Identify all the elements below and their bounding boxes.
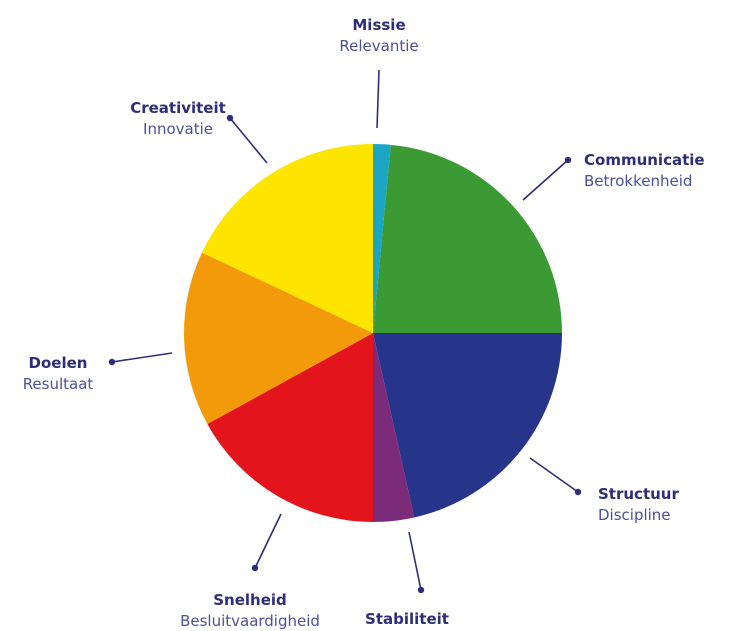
slice-subtitle-communicatie: Betrokkenheid bbox=[584, 172, 692, 190]
leader-dot-stabiliteit bbox=[417, 586, 425, 594]
pie-slice-snelheid bbox=[207, 333, 373, 522]
leader-line-structuur bbox=[529, 457, 579, 493]
pie-slice-doelen bbox=[184, 252, 373, 425]
slice-title-missie: Missie bbox=[352, 16, 405, 34]
leader-line-missie bbox=[376, 69, 380, 129]
pie-slice-communicatie bbox=[373, 144, 562, 333]
slice-subtitle-structuur: Discipline bbox=[598, 506, 671, 524]
slice-title-structuur: Structuur bbox=[598, 485, 679, 503]
leader-line-creativiteit bbox=[229, 117, 268, 164]
leader-dot-creativiteit bbox=[226, 114, 234, 122]
pie-slice-structuur bbox=[373, 333, 562, 518]
leader-line-stabiliteit bbox=[408, 531, 422, 591]
pie-slices bbox=[184, 144, 562, 522]
slice-title-communicatie: Communicatie bbox=[584, 151, 705, 169]
leader-line-snelheid bbox=[254, 513, 282, 569]
leader-dot-structuur bbox=[574, 488, 582, 496]
slice-subtitle-creativiteit: Innovatie bbox=[143, 120, 213, 138]
slice-title-snelheid: Snelheid bbox=[213, 591, 287, 609]
leader-line-doelen bbox=[111, 352, 173, 363]
pie-slice-creativiteit bbox=[201, 144, 373, 333]
slice-title-doelen: Doelen bbox=[29, 354, 88, 372]
slice-title-stabiliteit: Stabiliteit bbox=[365, 610, 449, 628]
leader-dot-doelen bbox=[108, 358, 116, 366]
slice-subtitle-snelheid: Besluitvaardigheid bbox=[180, 612, 320, 630]
slice-title-creativiteit: Creativiteit bbox=[130, 99, 226, 117]
pie-slice-stabiliteit bbox=[373, 333, 415, 522]
slice-subtitle-missie: Relevantie bbox=[339, 37, 418, 55]
leader-dot-communicatie bbox=[564, 156, 572, 164]
pie-labels: Missie Relevantie Communicatie Betrokkenhei… bbox=[23, 16, 705, 630]
leader-dot-snelheid bbox=[251, 564, 259, 572]
slice-subtitle-doelen: Resultaat bbox=[23, 375, 94, 393]
leader-line-communicatie bbox=[522, 159, 569, 201]
pie-slice-missie bbox=[373, 144, 391, 333]
